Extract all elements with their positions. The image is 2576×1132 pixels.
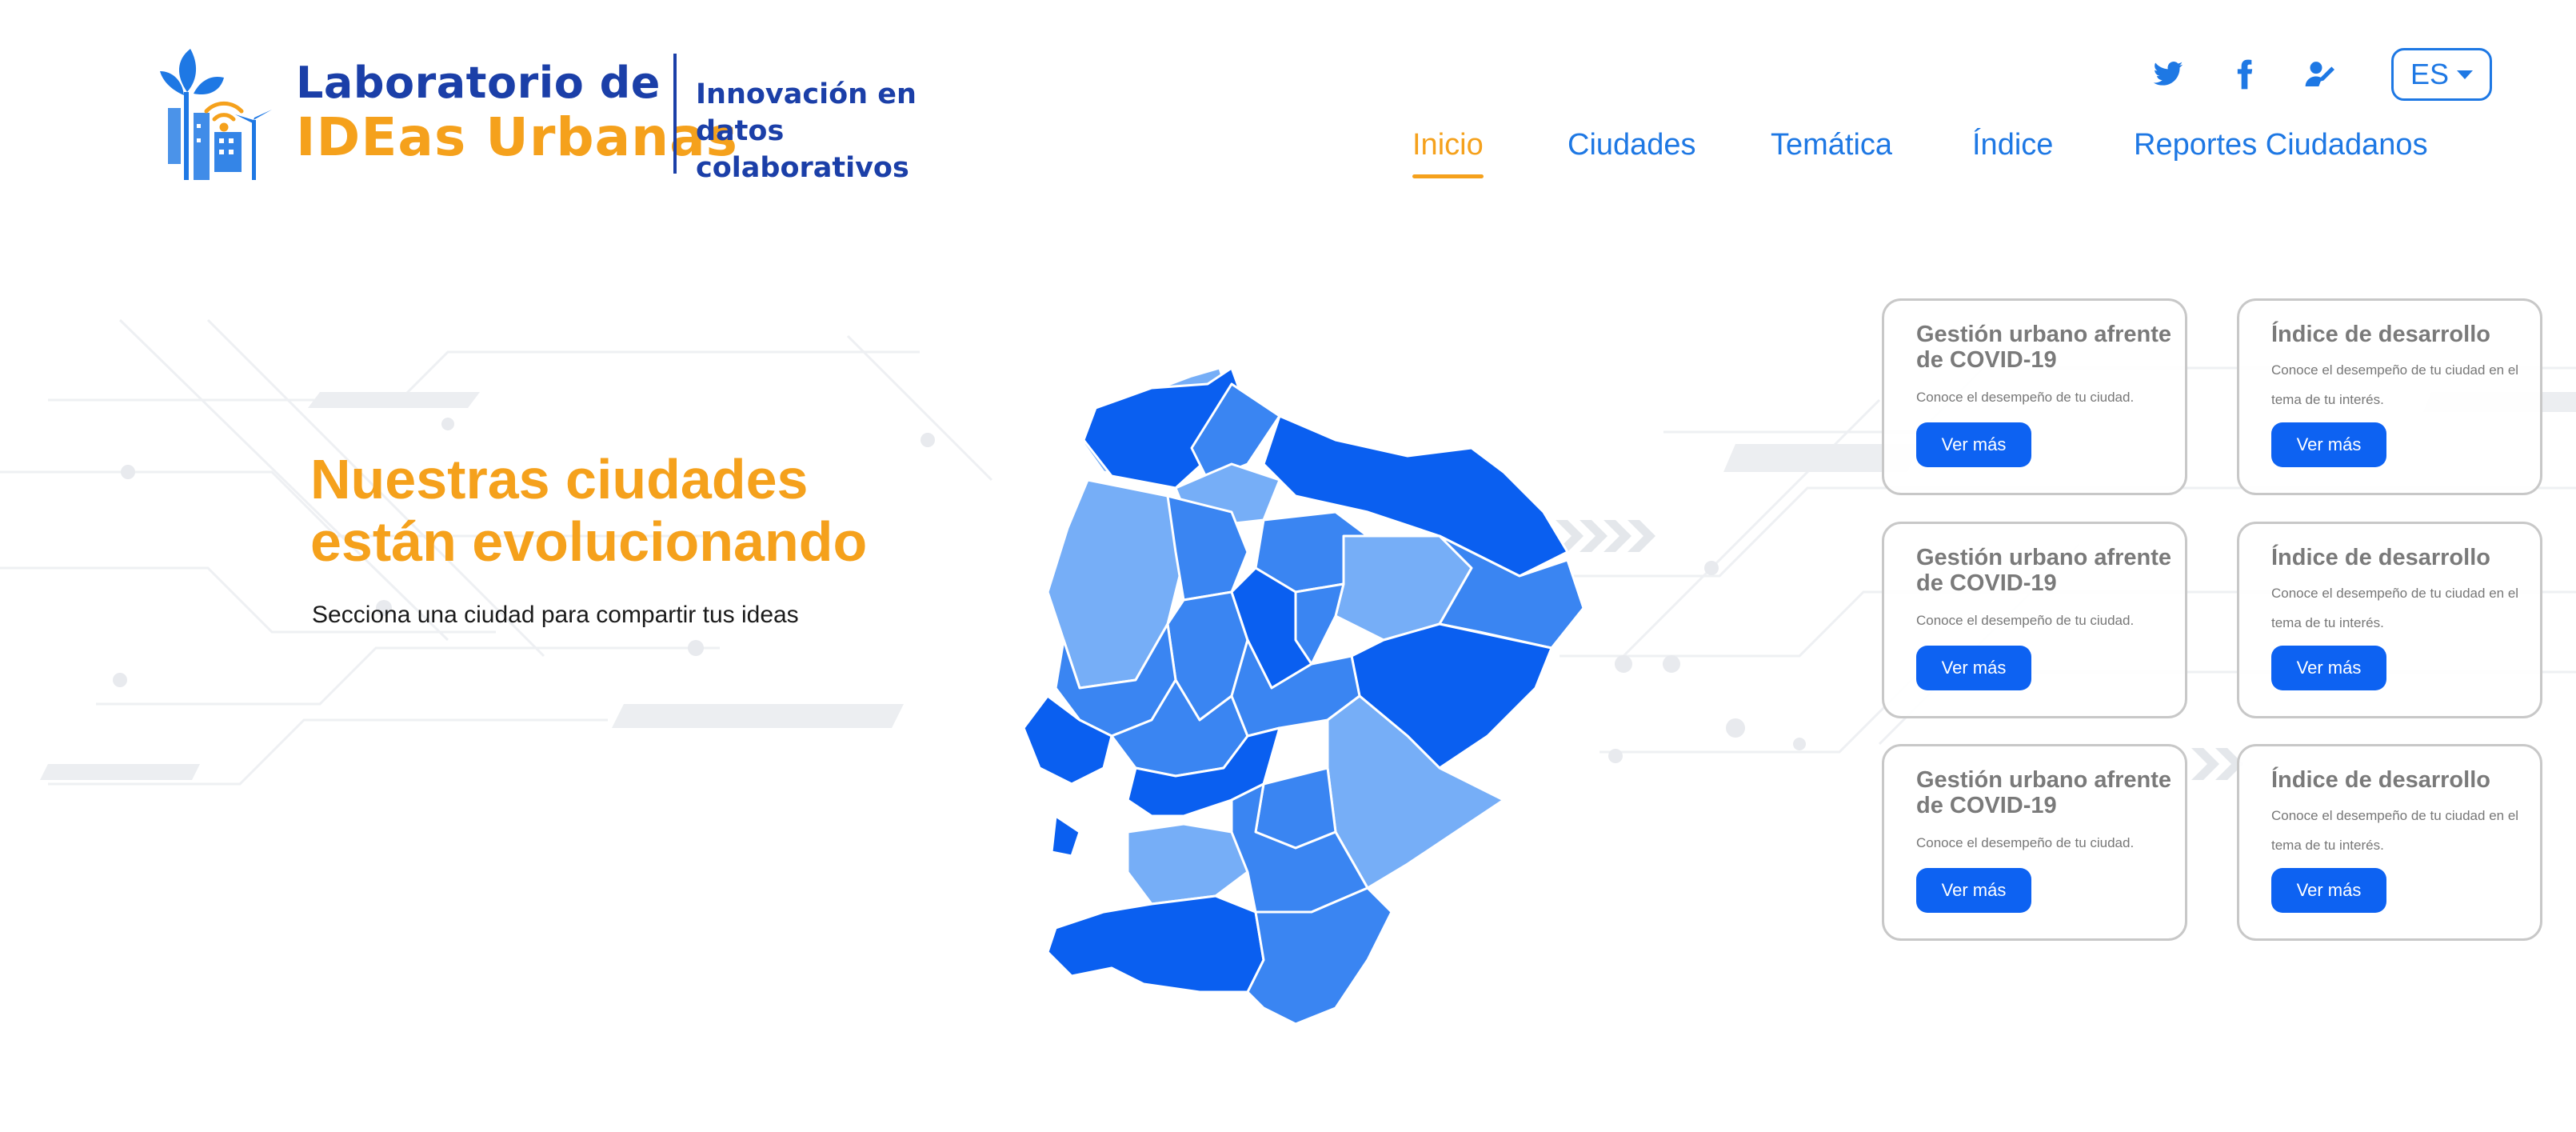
nav-item-inicio[interactable]: Inicio (1412, 128, 1484, 178)
nav-item-indice[interactable]: Índice (1972, 128, 2053, 162)
logo-title-line1: Laboratorio de (296, 58, 661, 108)
twitter-icon (2153, 62, 2183, 86)
nav-item-label: Ciudades (1568, 128, 1696, 162)
nav-item-label: Índice (1972, 128, 2054, 162)
logo-title: Laboratorio de IDEas Urbanas (296, 62, 738, 164)
nav-active-underline (1412, 174, 1484, 178)
language-selected: ES (2410, 58, 2450, 90)
card-indice-2: Índice de desarrollo Conoce el desempeño… (2237, 522, 2542, 718)
logo-tagline: Innovación en datos colaborativos (696, 76, 984, 186)
logo-tagline-line2: colaborativos (696, 152, 909, 184)
map-region-el-oro[interactable] (1126, 822, 1249, 906)
logo-title-line2: IDEas Urbanas (296, 106, 738, 168)
map-region-zamora[interactable] (1246, 886, 1393, 1026)
logo-divider (673, 54, 677, 174)
card-title: Gestión urbano afrente de COVID-19 (1916, 767, 2172, 818)
card-description: Conoce el desempeño de tu ciudad. (1916, 613, 2135, 628)
nav-item-label: Reportes Ciudadanos (2134, 128, 2428, 162)
facebook-link[interactable] (2227, 56, 2263, 93)
logo-city-icon (160, 49, 272, 180)
ver-mas-button[interactable]: Ver más (2271, 646, 2386, 690)
map-region-tungurahua[interactable] (1294, 582, 1345, 666)
card-title: Índice de desarrollo (2271, 322, 2490, 347)
caret-down-icon (2457, 70, 2474, 79)
card-description: Conoce el desempeño de tu ciudad en el t… (2271, 808, 2519, 853)
twitter-link[interactable] (2150, 56, 2187, 93)
ver-mas-button[interactable]: Ver más (1916, 422, 2031, 467)
card-title: Gestión urbano afrente de COVID-19 (1916, 322, 2172, 373)
card-description: Conoce el desempeño de tu ciudad en el t… (2271, 586, 2519, 630)
hero-subtitle: Secciona una ciudad para compartir tus i… (312, 602, 799, 628)
site-logo[interactable]: Laboratorio de IDEas Urbanas Innovación … (152, 44, 984, 188)
user-edit-link[interactable] (2302, 56, 2338, 93)
card-description: Conoce el desempeño de tu ciudad. (1916, 835, 2135, 850)
card-description: Conoce el desempeño de tu ciudad. (1916, 390, 2135, 405)
card-covid-2: Gestión urbano afrente de COVID-19 Conoc… (1882, 522, 2187, 718)
card-title: Índice de desarrollo (2271, 767, 2490, 793)
user-pen-icon (2305, 62, 2334, 86)
card-covid-1: Gestión urbano afrente de COVID-19 Conoc… (1882, 298, 2187, 495)
facebook-icon (2237, 59, 2253, 90)
ver-mas-button[interactable]: Ver más (1916, 868, 2031, 913)
ver-mas-button[interactable]: Ver más (2271, 422, 2386, 467)
card-title: Índice de desarrollo (2271, 545, 2490, 570)
hero-title-line1: Nuestras ciudades (310, 448, 809, 510)
card-indice-3: Índice de desarrollo Conoce el desempeño… (2237, 744, 2542, 941)
nav-item-label: Temática (1771, 128, 1893, 162)
map-region-loja[interactable] (1046, 894, 1265, 994)
map-region-santa-elena[interactable] (1022, 694, 1113, 786)
map-region-sucumbios[interactable] (1262, 414, 1569, 578)
card-indice-1: Índice de desarrollo Conoce el desempeño… (2237, 298, 2542, 495)
map-region-morona[interactable] (1326, 694, 1505, 890)
nav-item-label: Inicio (1412, 128, 1484, 162)
main-nav: Inicio Ciudades Temática Índice Reportes… (1412, 128, 2452, 184)
ecuador-map[interactable] (992, 352, 1600, 1040)
nav-item-ciudades[interactable]: Ciudades (1568, 128, 1696, 162)
nav-item-reportes-ciudadanos[interactable]: Reportes Ciudadanos (2134, 128, 2428, 162)
map-region-azuay-island[interactable] (1050, 814, 1081, 858)
hero-title-line2: están evolucionando (310, 510, 868, 573)
ver-mas-button[interactable]: Ver más (2271, 868, 2386, 913)
card-description: Conoce el desempeño de tu ciudad en el t… (2271, 362, 2519, 407)
hero-title: Nuestras ciudades están evolucionando (310, 448, 867, 573)
card-covid-3: Gestión urbano afrente de COVID-19 Conoc… (1882, 744, 2187, 941)
nav-item-tematica[interactable]: Temática (1771, 128, 1892, 162)
ver-mas-button[interactable]: Ver más (1916, 646, 2031, 690)
card-title: Gestión urbano afrente de COVID-19 (1916, 545, 2172, 596)
language-select[interactable]: ES (2391, 48, 2492, 101)
logo-tagline-line1: Innovación en datos (696, 78, 917, 147)
